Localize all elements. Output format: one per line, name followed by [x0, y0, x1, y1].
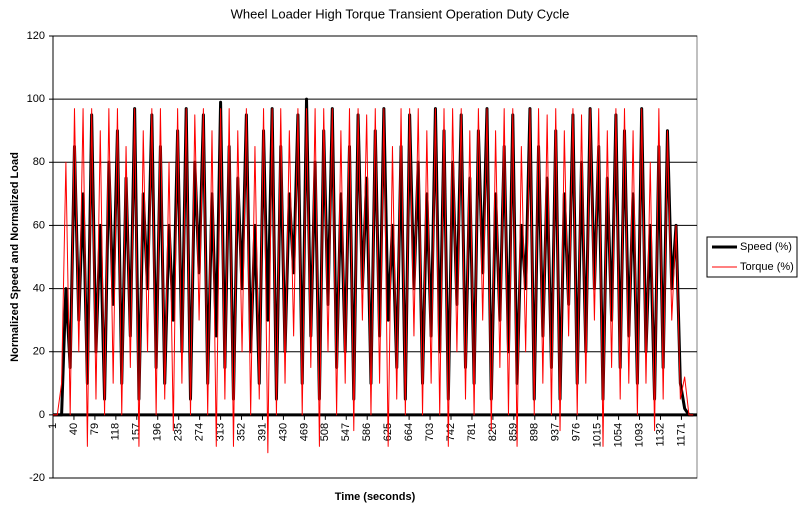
x-tick-label: 313: [214, 423, 226, 441]
x-tick-label: 235: [173, 423, 185, 441]
y-tick-label: 120: [27, 30, 45, 42]
x-tick-label: 976: [571, 423, 583, 441]
y-tick-label: 40: [33, 282, 45, 294]
y-tick-label: -20: [29, 472, 45, 484]
y-tick-label: 80: [33, 156, 45, 168]
y-tick-label: 0: [39, 409, 45, 421]
legend-label: Speed (%): [740, 241, 792, 253]
x-tick-label: 703: [424, 423, 436, 441]
x-tick-label: 157: [131, 423, 143, 441]
x-tick-label: 781: [466, 423, 478, 441]
x-tick-label: 469: [298, 423, 310, 441]
x-tick-label: 196: [152, 423, 164, 441]
y-tick-label: 20: [33, 346, 45, 358]
x-tick-label: 352: [235, 423, 247, 441]
x-tick-label: 547: [340, 423, 352, 441]
x-tick-label: 274: [194, 423, 206, 441]
x-tick-label: 664: [403, 423, 415, 441]
x-tick-label: 1093: [633, 423, 645, 447]
x-tick-label: 586: [361, 423, 373, 441]
y-tick-label: 100: [27, 93, 45, 105]
legend-label: Torque (%): [740, 261, 794, 273]
x-tick-label: 40: [68, 423, 80, 435]
x-tick-label: 391: [256, 423, 268, 441]
x-tick-label: 1015: [592, 423, 604, 447]
chart-title: Wheel Loader High Torque Transient Opera…: [231, 6, 570, 21]
x-tick-label: 118: [110, 423, 122, 441]
x-tick-label: 898: [529, 423, 541, 441]
x-tick-label: 859: [508, 423, 520, 441]
y-axis-title: Normalized Speed and Normalized Load: [9, 152, 21, 362]
x-tick-label: 1054: [612, 423, 624, 447]
x-tick-label: 820: [487, 423, 499, 441]
x-tick-label: 937: [550, 423, 562, 441]
x-tick-label: 430: [277, 423, 289, 441]
x-tick-label: 508: [319, 423, 331, 441]
x-tick-label: 79: [89, 423, 101, 435]
x-axis-title: Time (seconds): [335, 491, 416, 503]
x-tick-label: 1171: [675, 423, 687, 447]
x-tick-label: 742: [445, 423, 457, 441]
legend: [706, 236, 798, 278]
x-tick-label: 1132: [654, 423, 666, 447]
y-tick-label: 60: [33, 219, 45, 231]
series-line: [53, 108, 694, 454]
